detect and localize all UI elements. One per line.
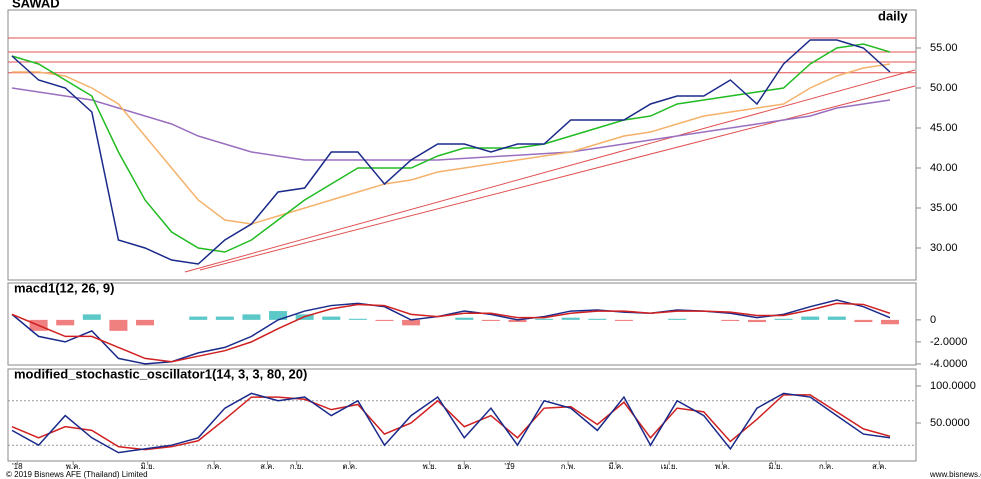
histogram-bar (508, 319, 527, 323)
x-tick-label: '19 (504, 462, 515, 471)
histogram-bar (242, 314, 261, 320)
histogram-bar (56, 319, 75, 326)
y-tick-label: 55.00 (930, 42, 958, 54)
panel-price (7, 9, 917, 281)
macd-title: macd1(12, 26, 9) (14, 280, 114, 295)
series-line (11, 394, 891, 451)
x-tick-label: ส.ค. (872, 462, 887, 471)
x-tick-label: '18 (12, 462, 23, 471)
y-tick-label: 0 (930, 314, 936, 326)
series-line (11, 302, 891, 363)
histogram-bar (189, 316, 208, 320)
series-line (12, 63, 891, 225)
x-tick-label: มิ.ย. (140, 462, 154, 471)
histogram-bar (269, 311, 288, 320)
y-tick-label: 45.00 (930, 122, 958, 134)
histogram-bar (82, 314, 101, 320)
series-line (11, 43, 891, 253)
y-tick-label: 100.0000 (930, 380, 976, 392)
histogram-bar (827, 316, 846, 320)
histogram-bar (801, 316, 820, 320)
x-tick-label: เม.ย. (661, 462, 678, 471)
histogram-bar (348, 318, 367, 320)
histogram-bar (881, 319, 899, 325)
y-tick-label: -2.0000 (930, 336, 967, 348)
histogram-bar (774, 318, 793, 320)
x-tick-label: ก.พ. (561, 462, 576, 471)
histogram-bar (854, 319, 873, 323)
x-tick-label: มี.ค. (608, 462, 623, 471)
series-line (11, 39, 891, 265)
histogram-bar (215, 316, 234, 320)
x-tick-label: ก.ค. (207, 462, 222, 471)
y-tick-label: 40.00 (930, 162, 958, 174)
stoch-title: modified_stochastic_oscillator1(14, 3, 3… (14, 366, 307, 381)
trend-line (199, 85, 916, 271)
histogram-bar (721, 319, 740, 321)
histogram-bar (588, 318, 607, 320)
x-tick-label: พ.ค. (66, 462, 81, 471)
footer-left: © 2019 Bisnews AFE (Thailand) Limited (6, 470, 148, 479)
x-tick-label: ก.ค. (819, 462, 834, 471)
chart-title: SAWAD (12, 0, 60, 10)
histogram-bar (402, 319, 421, 326)
y-tick-label: 50.0000 (930, 417, 970, 429)
histogram-bar (747, 319, 766, 323)
histogram-bar (481, 319, 500, 321)
y-tick-label: 35.00 (930, 202, 958, 214)
panel-stochastic (7, 368, 917, 462)
x-tick-label: พ.ย. (423, 462, 437, 471)
trend-line (184, 69, 916, 273)
x-tick-label: ต.ค. (342, 462, 357, 471)
y-tick-label: 50.00 (930, 82, 958, 94)
histogram-bar (455, 317, 474, 320)
series-line (11, 87, 891, 161)
footer-right: www.bisnews.co (929, 470, 981, 479)
x-tick-label: ส.ค. (260, 462, 275, 471)
panel-macd (7, 282, 917, 366)
histogram-bar (668, 318, 687, 320)
series-line (11, 392, 891, 454)
histogram-bar (322, 316, 341, 320)
x-tick-label: ธ.ค. (457, 462, 472, 471)
histogram-bar (109, 319, 128, 331)
histogram-bar (136, 319, 155, 326)
series-line (11, 299, 891, 365)
interval: daily (878, 8, 908, 23)
y-tick-label: -4.0000 (930, 358, 967, 370)
histogram-bar (535, 318, 554, 320)
y-tick-label: 30.00 (930, 242, 958, 254)
histogram-bar (375, 319, 394, 321)
histogram-bar (614, 319, 633, 321)
x-tick-label: พ.ค. (715, 462, 730, 471)
x-tick-label: มิ.ย. (768, 462, 782, 471)
histogram-bar (561, 317, 580, 320)
x-tick-label: ก.ย. (290, 462, 304, 471)
